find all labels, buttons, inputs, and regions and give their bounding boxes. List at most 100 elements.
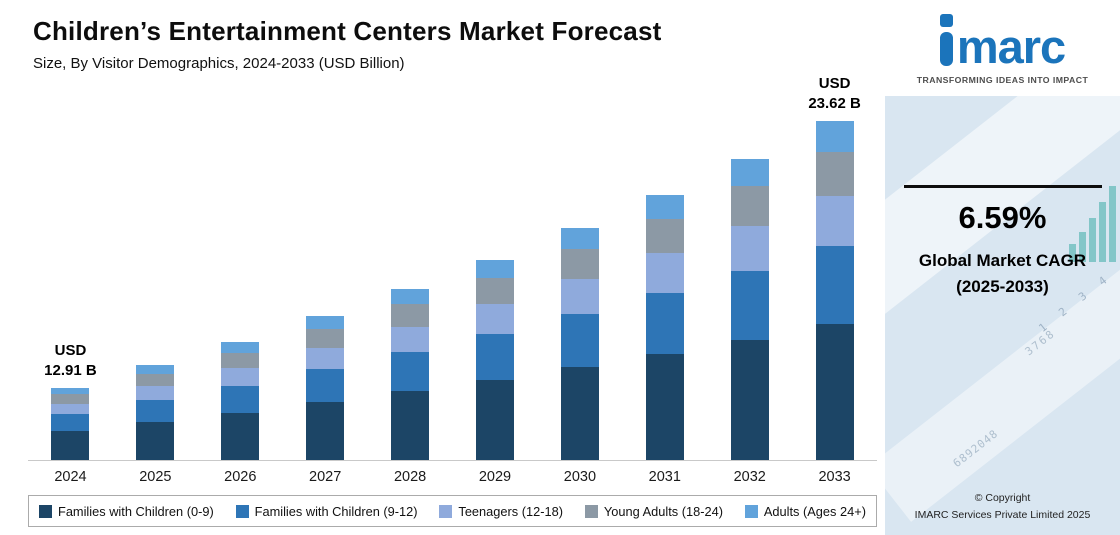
x-axis-label: 2025 bbox=[139, 469, 172, 485]
bar-value-label: USD 12.91 B bbox=[44, 342, 97, 379]
bar-group-2029 bbox=[453, 59, 538, 460]
bar-segment bbox=[475, 303, 514, 334]
x-axis-label: 2027 bbox=[309, 469, 342, 485]
stacked-bar-2028 bbox=[391, 289, 430, 460]
stacked-bar-2029 bbox=[475, 259, 514, 460]
stacked-bar-2024 bbox=[51, 387, 90, 460]
bar-value-label: USD 23.62 B bbox=[808, 75, 861, 112]
chart-header: Children’s Entertainment Centers Market … bbox=[33, 16, 661, 72]
bar-segment bbox=[645, 218, 684, 254]
legend-label: Adults (Ages 24+) bbox=[763, 503, 866, 519]
cagr-label: Global Market CAGR (2025-2033) bbox=[919, 248, 1086, 301]
bar-segment bbox=[136, 422, 175, 460]
bar-segment bbox=[475, 277, 514, 304]
bar-segment bbox=[51, 403, 90, 415]
bar-segment bbox=[730, 159, 769, 187]
bar-segment bbox=[306, 369, 345, 403]
bar-segment bbox=[645, 292, 684, 354]
cagr-value: 6.59% bbox=[958, 200, 1047, 235]
imarc-logo-stem bbox=[939, 32, 953, 66]
imarc-tagline: TRANSFORMING IDEAS INTO IMPACT bbox=[916, 75, 1089, 85]
bar-segment bbox=[645, 253, 684, 293]
bar-group-2033: USD 23.62 B bbox=[792, 59, 877, 460]
legend-label: Families with Children (0-9) bbox=[58, 503, 214, 519]
bar-group-2024: USD 12.91 B bbox=[28, 59, 113, 460]
legend-item: Young Adults (18-24) bbox=[584, 503, 723, 519]
x-axis-label: 2029 bbox=[478, 469, 512, 485]
bar-segment bbox=[815, 121, 854, 152]
bar-segment bbox=[475, 259, 514, 278]
cagr-label-line1: Global Market CAGR bbox=[918, 251, 1087, 270]
decor-bar bbox=[1079, 232, 1086, 262]
legend-item: Families with Children (9-12) bbox=[235, 504, 418, 519]
page-title: Children’s Entertainment Centers Market … bbox=[33, 16, 662, 46]
bar-segment bbox=[221, 385, 260, 413]
bar-segment bbox=[560, 228, 599, 250]
decor-bar bbox=[1099, 202, 1106, 262]
x-axis-label: 2031 bbox=[648, 469, 681, 485]
stacked-bar-2032 bbox=[730, 159, 769, 460]
legend-label: Young Adults (18-24) bbox=[603, 503, 723, 519]
legend-item: Adults (Ages 24+) bbox=[744, 503, 866, 519]
branding-sidebar: 1 2 3 4 3768 6892048 marc TRANSFORMING I… bbox=[885, 0, 1120, 535]
bar-segment bbox=[391, 326, 430, 353]
legend-label: Teenagers (12-18) bbox=[458, 503, 563, 519]
bar-segment bbox=[306, 328, 345, 348]
bar-segment bbox=[51, 387, 90, 395]
bar-group-2025 bbox=[113, 59, 198, 460]
legend-swatch bbox=[439, 504, 453, 518]
imarc-logo-i-glyph bbox=[939, 14, 953, 66]
cagr-divider-rule bbox=[903, 185, 1102, 188]
imarc-logo: marc bbox=[939, 14, 1066, 74]
bar-segment bbox=[391, 391, 430, 460]
imarc-logo-wordmark: marc bbox=[956, 20, 1066, 74]
copyright-notice: © Copyright IMARC Services Private Limit… bbox=[885, 490, 1120, 523]
x-axis-labels: 2024 2025 2026 2027 2028 2029 2030 2031 2032 2033 bbox=[28, 465, 877, 489]
bar-segment bbox=[221, 412, 260, 460]
decor-bar bbox=[1109, 186, 1116, 262]
x-axis-label: 2024 bbox=[54, 469, 87, 485]
copyright-line2: IMARC Services Private Limited 2025 bbox=[914, 508, 1091, 521]
x-axis-label: 2028 bbox=[393, 469, 427, 485]
bar-segment bbox=[391, 352, 430, 392]
decor-mini-bar-chart bbox=[1069, 186, 1116, 262]
legend-swatch bbox=[744, 504, 758, 518]
bar-group-2027 bbox=[283, 59, 368, 460]
chart-legend: Families with Children (0-9) Families wit… bbox=[28, 495, 877, 527]
bar-segment bbox=[475, 379, 514, 460]
legend-swatch bbox=[39, 504, 52, 518]
bar-segment bbox=[221, 352, 260, 368]
bar-group-2026 bbox=[198, 59, 283, 460]
stacked-bar-2025 bbox=[136, 365, 175, 460]
imarc-logo-dot bbox=[939, 14, 953, 27]
stacked-bar-plot: USD 12.91 B USD 23.62 B bbox=[28, 59, 877, 461]
bar-segment bbox=[136, 373, 175, 387]
stacked-bar-2033 bbox=[815, 121, 854, 460]
copyright-line1: © Copyright bbox=[974, 492, 1031, 505]
bar-segment bbox=[645, 353, 684, 460]
bar-segment bbox=[730, 339, 769, 460]
bar-segment bbox=[730, 225, 769, 271]
decor-bar bbox=[1069, 244, 1076, 262]
bar-group-2032 bbox=[707, 59, 792, 460]
bar-segment bbox=[306, 315, 345, 329]
x-axis-label: 2026 bbox=[224, 469, 257, 485]
bar-segment bbox=[306, 402, 345, 460]
stacked-bar-2027 bbox=[306, 315, 345, 460]
page-subtitle: Size, By Visitor Demographics, 2024-2033… bbox=[33, 55, 405, 72]
bar-segment bbox=[560, 367, 599, 460]
bar-group-2028 bbox=[368, 59, 453, 460]
bar-segment bbox=[306, 347, 345, 370]
bar-segment bbox=[815, 195, 854, 247]
legend-item: Teenagers (12-18) bbox=[439, 504, 563, 519]
stacked-bar-2030 bbox=[560, 228, 599, 460]
bar-segment bbox=[815, 324, 854, 460]
bar-segment bbox=[560, 249, 599, 280]
bar-segment bbox=[560, 314, 599, 368]
bar-segment bbox=[815, 246, 854, 325]
bar-segment bbox=[136, 400, 175, 423]
bar-group-2031 bbox=[622, 59, 707, 460]
bar-segment bbox=[645, 194, 684, 219]
bar-segment bbox=[730, 270, 769, 340]
bar-segment bbox=[136, 365, 175, 374]
